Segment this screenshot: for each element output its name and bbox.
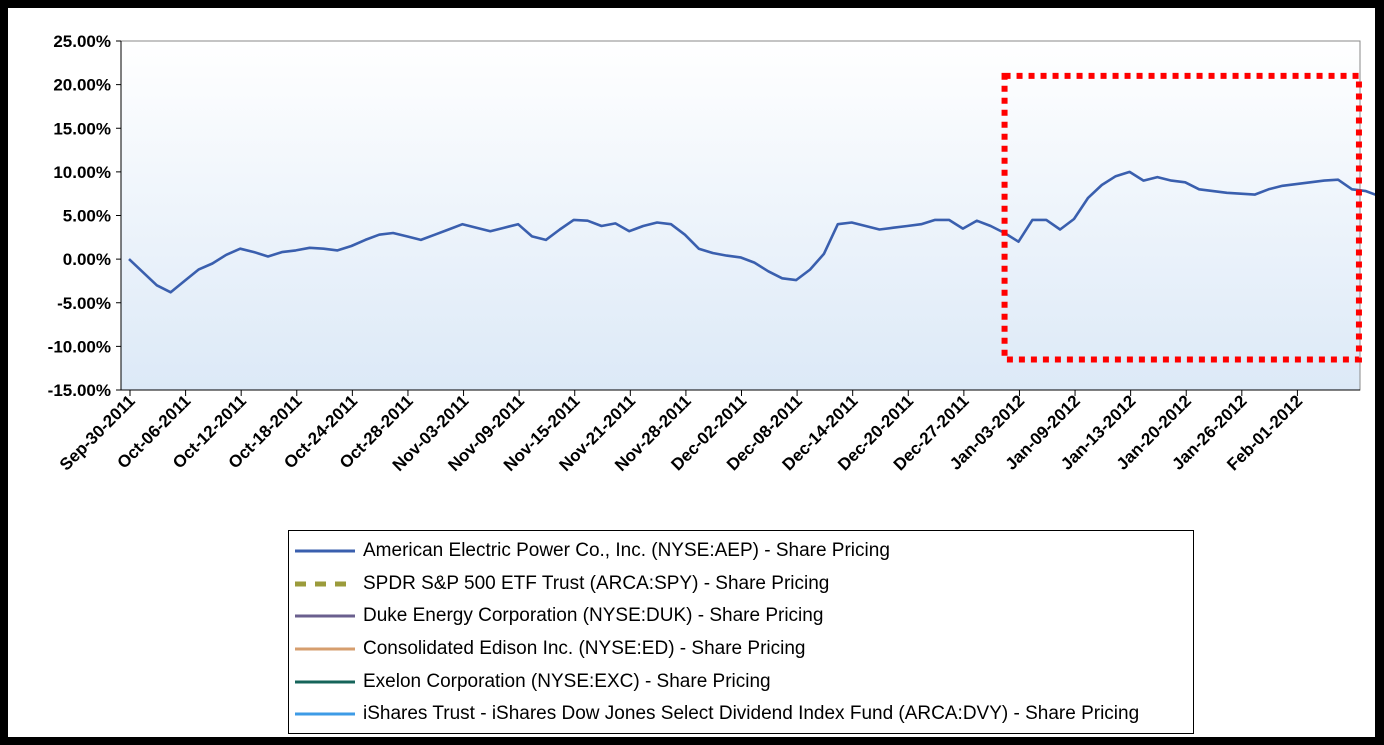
legend-label-aep: American Electric Power Co., Inc. (NYSE:…	[363, 540, 890, 562]
legend-item-ed: Consolidated Edison Inc. (NYSE:ED) - Sha…	[289, 633, 1193, 666]
legend-item-duk: Duke Energy Corporation (NYSE:DUK) - Sha…	[289, 600, 1193, 633]
legend-swatch-ed	[295, 646, 355, 652]
y-tick-label: 25.00%	[53, 32, 111, 51]
legend-item-dvy: iShares Trust - iShares Dow Jones Select…	[289, 698, 1193, 731]
legend-swatch-dvy	[295, 711, 355, 717]
legend-label-exc: Exelon Corporation (NYSE:EXC) - Share Pr…	[363, 670, 771, 692]
legend-item-exc: Exelon Corporation (NYSE:EXC) - Share Pr…	[289, 665, 1193, 698]
chart-frame: 25.00% 20.00% 15.00% 10.00% 5.00% 0.00% -5.00%…	[8, 8, 1375, 737]
series-line-aep	[128, 170, 1375, 294]
legend-item-aep: American Electric Power Co., Inc. (NYSE:…	[289, 535, 1193, 568]
y-tick-label: 20.00%	[53, 76, 111, 95]
legend-swatch-exc	[295, 679, 355, 685]
legend-label-dvy: iShares Trust - iShares Dow Jones Select…	[363, 703, 1140, 725]
y-tick-label: -5.00%	[57, 294, 111, 313]
y-tick-label: -10.00%	[48, 337, 111, 356]
legend-label-ed: Consolidated Edison Inc. (NYSE:ED) - Sha…	[363, 638, 806, 660]
legend-swatch-duk	[295, 613, 355, 619]
legend-label-spy: SPDR S&P 500 ETF Trust (ARCA:SPY) - Shar…	[363, 572, 830, 594]
plot-area	[120, 40, 1361, 391]
share-pricing-chart: 25.00% 20.00% 15.00% 10.00% 5.00% 0.00% -5.00%…	[48, 32, 1375, 475]
y-tick-label: 15.00%	[53, 119, 111, 138]
y-tick-label: 5.00%	[63, 207, 111, 226]
y-tick-label: 0.00%	[63, 250, 111, 269]
legend-swatch-aep	[295, 548, 355, 554]
legend-label-duk: Duke Energy Corporation (NYSE:DUK) - Sha…	[363, 605, 824, 627]
highlight-box	[1001, 72, 1362, 363]
legend: American Electric Power Co., Inc. (NYSE:…	[288, 530, 1194, 734]
legend-swatch-spy	[295, 581, 355, 587]
legend-item-spy: SPDR S&P 500 ETF Trust (ARCA:SPY) - Shar…	[289, 568, 1193, 601]
y-tick-label: -15.00%	[48, 381, 111, 400]
y-tick-label: 10.00%	[53, 163, 111, 182]
